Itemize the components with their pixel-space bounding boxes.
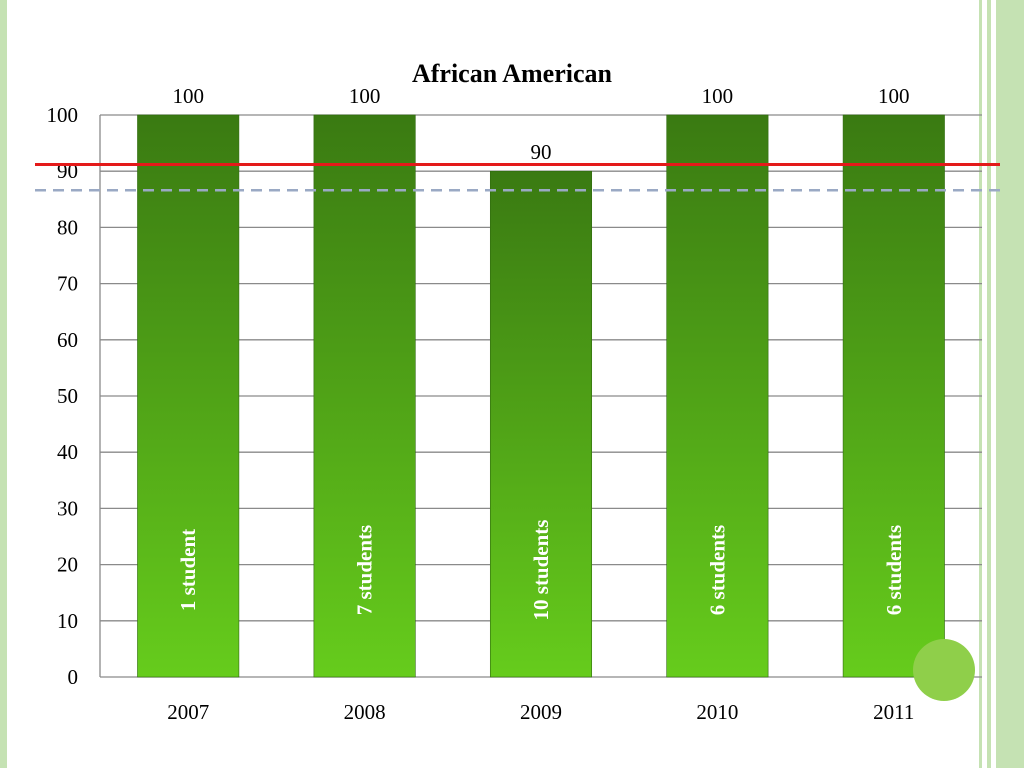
y-tick-label: 0 [68, 665, 79, 689]
bar [313, 114, 416, 678]
y-tick-label: 20 [57, 553, 78, 577]
x-tick-label: 2008 [344, 700, 386, 724]
x-tick-label: 2009 [520, 700, 562, 724]
reference-lines [35, 162, 1000, 192]
frame-line-right-thin [979, 0, 982, 768]
bar-inner-label: 10 students [529, 520, 553, 621]
bar [666, 114, 769, 678]
bar-inner-label: 6 students [882, 525, 906, 615]
bar-inner-label: 6 students [705, 525, 729, 615]
x-tick-label: 2011 [873, 700, 914, 724]
bar-data-label: 100 [702, 84, 734, 108]
y-tick-label: 10 [57, 609, 78, 633]
frame-line-right-thick [996, 0, 1024, 768]
x-tick-label: 2010 [696, 700, 738, 724]
x-tick-label: 2007 [167, 700, 209, 724]
y-tick-label: 90 [57, 159, 78, 183]
bar-data-label: 100 [172, 84, 204, 108]
decorative-circle [913, 639, 975, 701]
bar [137, 114, 240, 678]
bar-data-label: 90 [531, 140, 552, 164]
bars: 100 1 student 100 7 students 90 10 students 10… [137, 84, 945, 678]
bar-inner-label: 7 students [353, 525, 377, 615]
bar-data-label: 100 [878, 84, 910, 108]
y-tick-label: 80 [57, 215, 78, 239]
bar [489, 170, 593, 678]
frame-line-right-mid [987, 0, 991, 768]
chart-title: African American [412, 59, 613, 88]
y-tick-label: 50 [57, 384, 78, 408]
y-tick-label: 30 [57, 496, 78, 520]
y-tick-label: 100 [47, 103, 79, 127]
frame-line-left [0, 0, 7, 768]
y-tick-label: 60 [57, 328, 78, 352]
bar-inner-label: 1 student [176, 529, 200, 611]
y-tick-label: 70 [57, 272, 78, 296]
y-tick-label: 40 [57, 440, 78, 464]
bar-data-label: 100 [349, 84, 381, 108]
x-axis-ticks: 2007 2008 2009 2010 2011 [167, 700, 914, 724]
bar [842, 114, 945, 678]
